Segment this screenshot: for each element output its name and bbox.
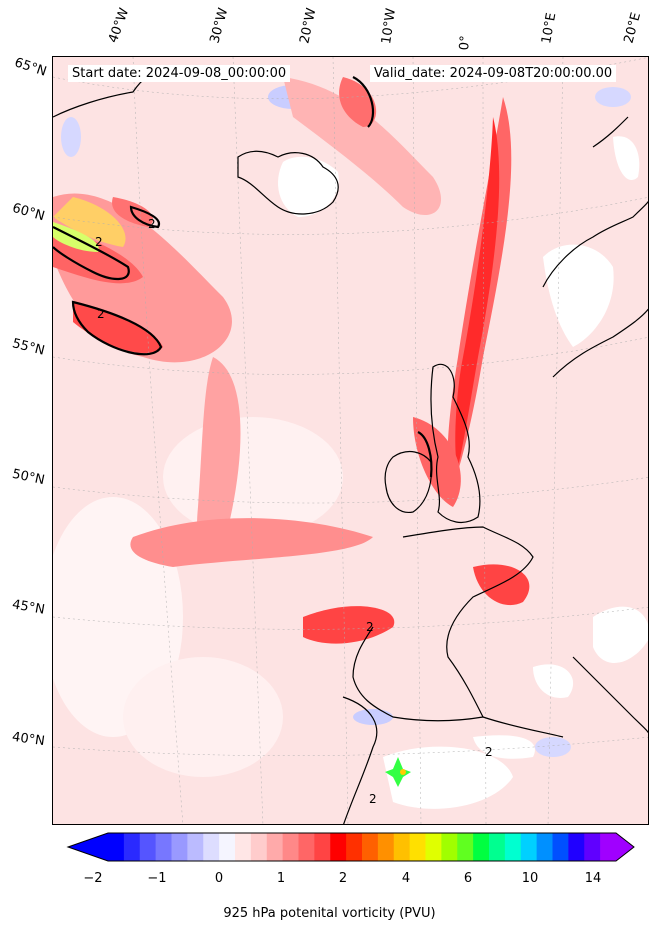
valid-date-label: Valid_date: 2024-09-08T20:00:00.00: [370, 65, 617, 82]
colorbar-cell: [314, 833, 331, 861]
colorbar-cell: [536, 833, 553, 861]
contour-label: 2: [95, 235, 103, 249]
coastlines: [53, 66, 648, 824]
colorbar-extend-min: [68, 833, 108, 861]
pv-spot-iberia: [385, 757, 411, 787]
map-panel: 2 2 2 2 2 2: [52, 56, 649, 825]
colorbar-cell: [203, 833, 220, 861]
colorbar-cell: [108, 833, 125, 861]
contour-label: 2: [366, 620, 374, 634]
norway-north-coast: [592, 116, 629, 148]
colorbar-tick-label: 1: [276, 871, 286, 886]
lon-label: 20°E: [621, 10, 645, 46]
contour-label: 2: [148, 217, 156, 231]
colorbar-cell: [171, 833, 188, 861]
colorbar-tick-label: −2: [83, 871, 103, 886]
scandinavia-mask: [543, 244, 614, 347]
great-britain-coast: [430, 363, 481, 524]
lat-label: 50°N: [10, 466, 46, 489]
negative-pv-patch: [61, 117, 81, 157]
iberia-med-coast: [482, 716, 564, 738]
lon-label: 10°E: [539, 11, 560, 45]
pv-2-contours: [53, 76, 433, 478]
contour-label: 2: [97, 307, 105, 321]
colorbar-cell: [409, 833, 426, 861]
colorbar-cell: [266, 833, 284, 861]
graticule: [53, 57, 648, 824]
lon-label: 10°W: [379, 7, 399, 45]
italy-coast: [572, 656, 648, 734]
negative-pv-patch: [353, 709, 393, 725]
iberia-mask: [383, 746, 513, 809]
colorbar-cell: [250, 833, 268, 861]
pv-field-map: [53, 57, 648, 824]
colorbar-cell: [187, 833, 204, 861]
colorbar-tick-label: −1: [147, 871, 167, 886]
colorbar-tick-label: 0: [214, 871, 224, 886]
colorbar-cell: [235, 833, 252, 861]
colorbar-tick-label: 14: [584, 871, 602, 886]
colorbar-cell: [123, 833, 141, 861]
colorbar-cell: [362, 833, 379, 861]
france-coast: [352, 526, 534, 722]
colorbar-cell: [298, 833, 315, 861]
portugal-coast: [342, 696, 378, 824]
colorbar-cell: [425, 833, 442, 861]
colorbar-cell: [568, 833, 585, 861]
colorbar-cell: [489, 833, 506, 861]
pv-max-biscay: [303, 606, 395, 644]
colorbar-cell: [584, 833, 601, 861]
lat-label: 40°N: [11, 729, 46, 750]
colorbar-outline: [66, 832, 635, 862]
colorbar-cell: [457, 833, 474, 861]
denmark-coast: [552, 308, 648, 378]
lat-label: 65°N: [12, 55, 49, 80]
norway-coast: [542, 200, 648, 288]
colorbar-cell: [473, 833, 490, 861]
iceland-coast: [237, 150, 339, 215]
colorbar-cell: [219, 833, 236, 861]
negative-pv-patch: [535, 737, 571, 757]
lon-label: 0°: [457, 34, 474, 51]
contour-label: 2: [369, 792, 377, 806]
colorbar-cell: [520, 833, 538, 861]
lon-label: 30°W: [207, 6, 232, 45]
colorbar-cell: [155, 833, 172, 861]
colorbar-cell: [330, 833, 347, 861]
colorbar-cell: [377, 833, 395, 861]
lat-label: 45°N: [10, 597, 46, 618]
alps-mask: [593, 606, 648, 663]
colorbar-cell: [504, 833, 522, 861]
ireland-coast: [384, 450, 433, 514]
colorbar-cell: [441, 833, 458, 861]
lon-label: 20°W: [297, 6, 320, 45]
iceland-mask: [278, 156, 339, 217]
contour-label: 2: [485, 745, 493, 759]
colorbar: [66, 832, 635, 862]
colorbar-cell: [600, 833, 617, 861]
colorbar-cell: [552, 833, 569, 861]
negative-pv-patch: [595, 87, 631, 107]
pv-max-west: [73, 302, 163, 353]
colorbar-cell: [393, 833, 411, 861]
colorbar-tick-label: 10: [521, 871, 539, 886]
lat-label: 55°N: [10, 336, 47, 359]
colorbar-extend-max: [616, 833, 634, 861]
colorbar-tick-label: 6: [463, 871, 473, 886]
colorbar-cell: [139, 833, 157, 861]
lon-label: 40°W: [105, 6, 133, 45]
lat-label: 60°N: [10, 200, 47, 225]
colorbar-title: 925 hPa potenital vorticity (PVU): [223, 906, 436, 921]
colorbar-tick-label: 2: [338, 871, 348, 886]
start-date-label: Start date: 2024-09-08_00:00:00: [68, 65, 291, 82]
colorbar-cell: [282, 833, 299, 861]
colorbar-cell: [346, 833, 363, 861]
colorbar-tick-label: 4: [401, 871, 411, 886]
